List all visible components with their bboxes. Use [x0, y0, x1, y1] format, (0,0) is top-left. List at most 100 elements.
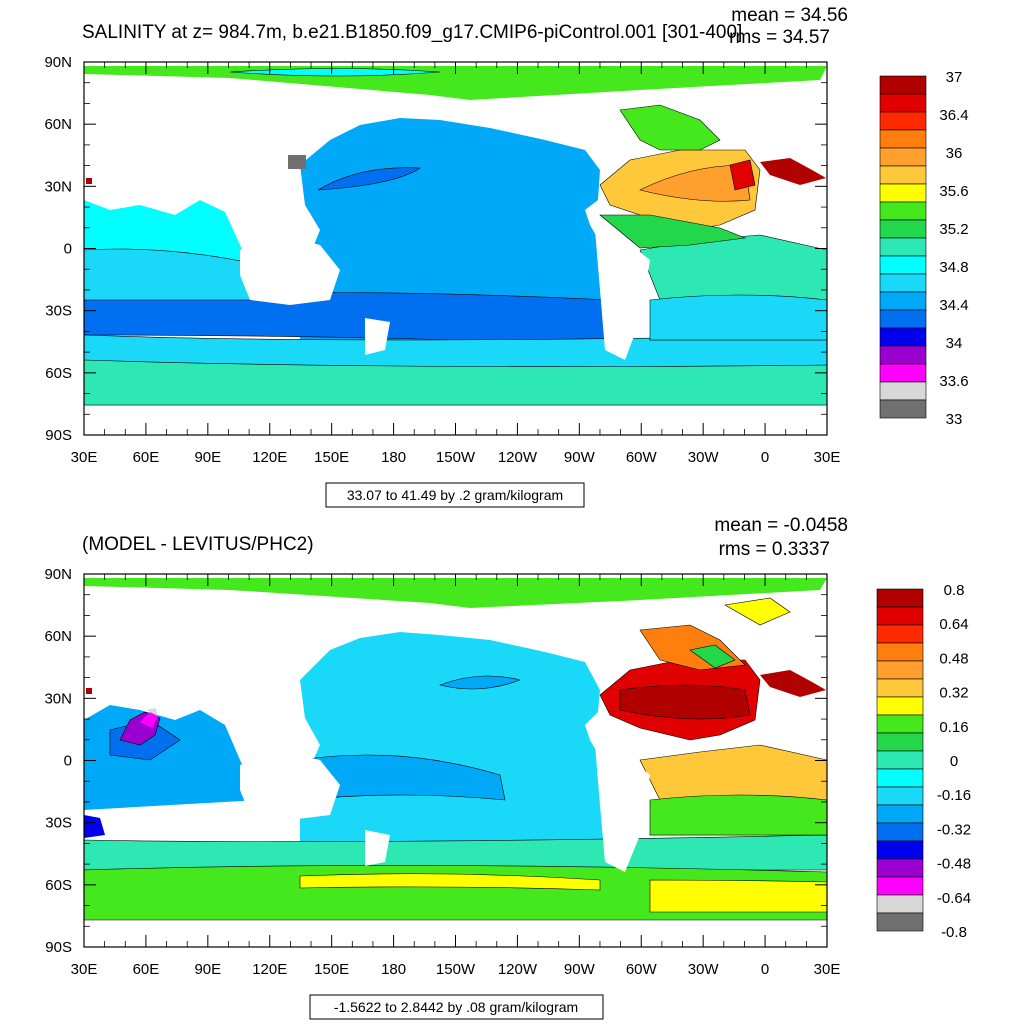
colorbar-box [876, 606, 924, 626]
colorbar-box [879, 399, 927, 419]
lon-tick-label: 60W [626, 449, 658, 466]
lat-tick-label: 60S [45, 877, 72, 894]
panel-1-rms: rms = 34.57 [729, 27, 830, 48]
lat-tick-label: 0 [64, 241, 72, 258]
colorbar-box [876, 660, 924, 680]
panel-1-map [84, 62, 827, 435]
colorbar-label: 0.16 [939, 719, 968, 736]
lon-tick-label: 120W [498, 449, 538, 466]
colorbar-box [879, 147, 927, 167]
colorbar-box [876, 786, 924, 806]
lon-tick-label: 0 [761, 961, 769, 978]
lon-tick-label: 180 [381, 449, 406, 466]
lon-tick-label: 30E [71, 449, 98, 466]
colorbar-label: 34 [946, 335, 963, 352]
lat-tick-label: 0 [64, 753, 72, 770]
colorbar-box [879, 309, 927, 329]
colorbar-label: 35.2 [939, 221, 968, 238]
colorbar-box [876, 696, 924, 716]
colorbar-label: -0.8 [941, 924, 967, 941]
lat-tick-label: 30S [45, 303, 72, 320]
colorbar-box [876, 768, 924, 788]
colorbar-box [879, 165, 927, 185]
panel-1-colorbar: 37 36.4 36 35.6 35.2 34.8 34.4 34 33.6 33 [879, 69, 969, 428]
lon-tick-label: 120W [498, 961, 538, 978]
colorbar-label: 36.4 [939, 107, 968, 124]
colorbar-box [879, 75, 927, 95]
lat-tick-label: 90N [44, 566, 72, 583]
lon-tick-label: 90E [194, 961, 221, 978]
lon-tick-label: 30W [688, 961, 720, 978]
panel-salinity: SALINITY at z= 984.7m, b.e21.B1850.f09_g… [44, 5, 969, 508]
lon-tick-label: 180 [381, 961, 406, 978]
panel-1-mean: mean = 34.56 [731, 5, 848, 26]
colorbar-box [879, 111, 927, 131]
lat-tick-label: 30N [44, 178, 72, 195]
panel-1-axes: 90N 60N 30N 0 30S 60S 90S 30E 60E 90E 120E 150E 180 1… [44, 54, 840, 466]
lat-tick-label: 90S [45, 427, 72, 444]
colorbar-box [879, 219, 927, 239]
lat-tick-label: 60N [44, 116, 72, 133]
lon-tick-label: 60W [626, 961, 658, 978]
colorbar-box [876, 822, 924, 842]
colorbar-box [876, 624, 924, 644]
colorbar-box [879, 93, 927, 113]
lat-tick-label: 90N [44, 54, 72, 71]
lon-tick-label: 30E [814, 449, 841, 466]
colorbar-label: -0.16 [937, 787, 971, 804]
lat-tick-label: 90S [45, 939, 72, 956]
colorbar-label: -0.32 [937, 821, 971, 838]
colorbar-box [876, 750, 924, 770]
colorbar-box [879, 183, 927, 203]
lon-tick-label: 90W [564, 961, 596, 978]
colorbar-label: 33 [946, 411, 963, 428]
colorbar-box [876, 732, 924, 752]
colorbar-label: 34.8 [939, 259, 968, 276]
panel-2-region-southern [84, 834, 827, 871]
lon-tick-label: 150E [314, 961, 349, 978]
colorbar-box [879, 363, 927, 383]
lon-tick-label: 150E [314, 449, 349, 466]
colorbar-box [876, 876, 924, 896]
colorbar-label: 0.48 [939, 650, 968, 667]
panel-2-region-pacific [300, 632, 615, 860]
panel-2-caption: -1.5622 to 2.8442 by .08 gram/kilogram [334, 999, 578, 1015]
panel-2-rms: rms = 0.3337 [719, 539, 830, 560]
colorbar-label: 0.8 [944, 582, 965, 599]
colorbar-box [879, 201, 927, 221]
colorbar-box [876, 714, 924, 734]
colorbar-label: 36 [946, 145, 963, 162]
panel-1-title: SALINITY at z= 984.7m, b.e21.B1850.f09_g… [82, 22, 742, 43]
lon-tick-label: 30W [688, 449, 720, 466]
colorbar-box [879, 273, 927, 293]
colorbar-label: 34.4 [939, 297, 968, 314]
colorbar-box [879, 237, 927, 257]
colorbar-label: 37 [946, 69, 963, 86]
panel-1-region-med [760, 158, 826, 185]
colorbar-box [876, 642, 924, 662]
lat-tick-label: 30N [44, 690, 72, 707]
colorbar-box [879, 129, 927, 149]
colorbar-label: 0.64 [939, 616, 968, 633]
colorbar-box [879, 327, 927, 347]
colorbar-box [876, 678, 924, 698]
colorbar-box [876, 894, 924, 914]
colorbar-label: -0.64 [937, 890, 971, 907]
panel-2-region-med [760, 670, 826, 697]
panel-1-grey-patch [288, 155, 306, 169]
lon-tick-label: 150W [436, 961, 476, 978]
colorbar-box [879, 291, 927, 311]
colorbar-label: -0.48 [937, 856, 971, 873]
lon-tick-label: 30E [814, 961, 841, 978]
colorbar-box [876, 912, 924, 932]
colorbar-box [879, 345, 927, 365]
colorbar-label: 33.6 [939, 373, 968, 390]
panel-1-caption: 33.07 to 41.49 by .2 gram/kilogram [347, 487, 563, 503]
panel-2-colorbar: 0.8 0.64 0.48 0.32 0.16 0 -0.16 -0.32 -0.48 -0.64… [876, 582, 971, 941]
lon-tick-label: 90E [194, 449, 221, 466]
lon-tick-label: 0 [761, 449, 769, 466]
lat-tick-label: 60N [44, 628, 72, 645]
lon-tick-label: 60E [133, 449, 160, 466]
panel-2-caption-box [309, 994, 604, 1020]
